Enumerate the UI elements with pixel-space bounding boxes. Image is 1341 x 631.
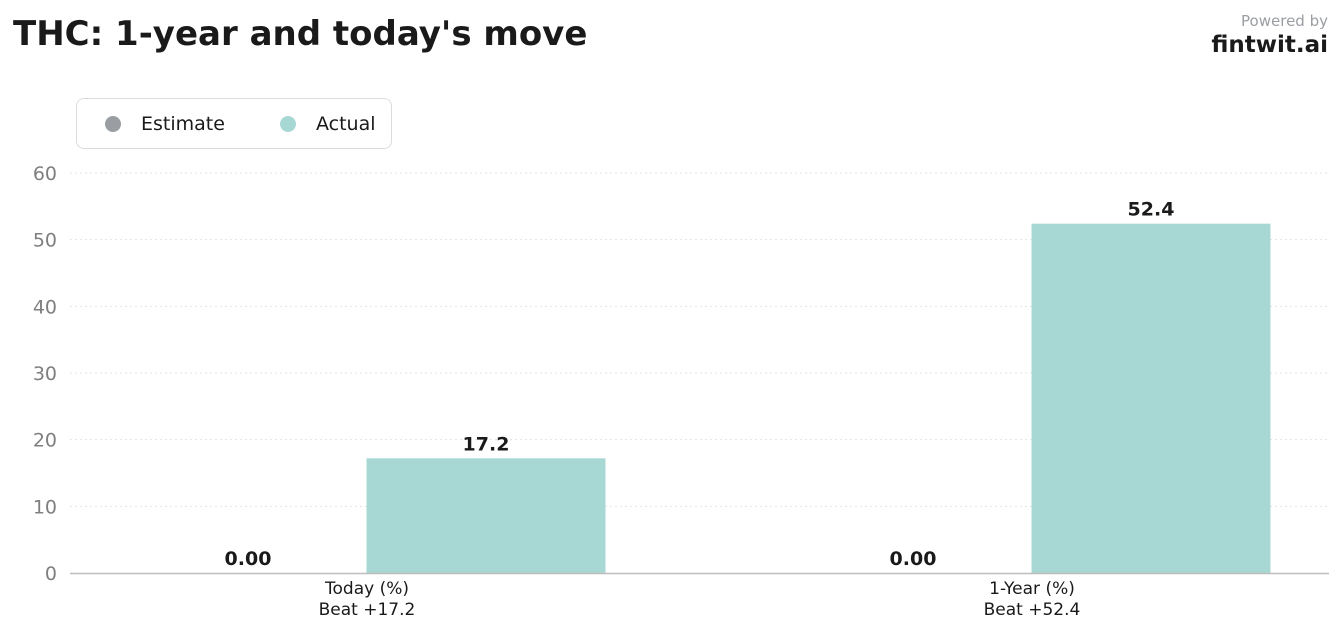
x-tick-label: Today (%) [324, 579, 409, 599]
y-tick-label: 50 [33, 230, 57, 252]
legend-label-estimate: Estimate [141, 112, 225, 135]
legend-item-actual: Actual [280, 99, 376, 148]
bar-value-label: 17.2 [463, 433, 510, 455]
y-tick-label: 0 [45, 563, 57, 585]
legend-item-estimate: Estimate [105, 99, 225, 148]
bar-actual [1031, 223, 1271, 573]
legend: Estimate Actual [76, 98, 392, 149]
legend-label-actual: Actual [316, 112, 376, 135]
y-tick-label: 20 [33, 430, 57, 452]
bar-value-label: 52.4 [1128, 199, 1175, 221]
bar-value-label: 0.00 [225, 548, 272, 570]
chart-title: THC: 1-year and today's move [13, 14, 588, 54]
legend-swatch-actual [280, 115, 296, 132]
y-tick-label: 60 [33, 163, 57, 185]
brand-logo-text: fintwit.ai [1211, 32, 1328, 58]
bar-value-label: 0.00 [890, 548, 937, 570]
y-tick-label: 40 [33, 296, 57, 318]
x-tick-sublabel: Beat +17.2 [319, 600, 416, 620]
x-tick-label: 1-Year (%) [989, 579, 1075, 599]
legend-swatch-estimate [105, 115, 121, 132]
powered-by-label: Powered by [1241, 12, 1328, 30]
x-tick-sublabel: Beat +52.4 [984, 600, 1081, 620]
y-tick-label: 10 [33, 496, 57, 518]
y-tick-label: 30 [33, 363, 57, 385]
bar-actual [366, 458, 606, 573]
